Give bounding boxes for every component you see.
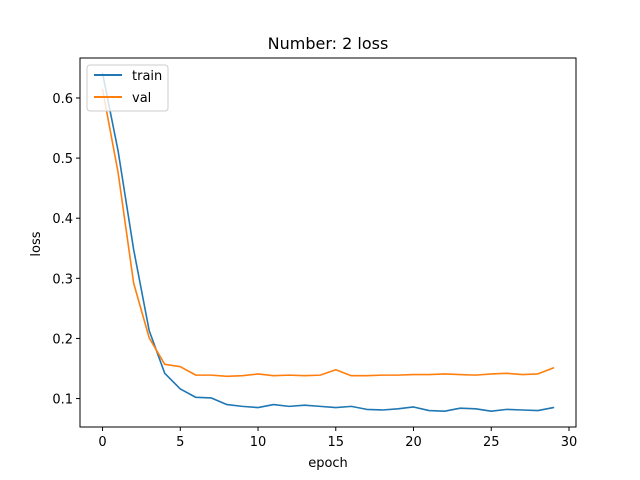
x-tick-label: 20	[405, 435, 422, 450]
x-tick-label: 15	[328, 435, 345, 450]
plot-frame	[79, 57, 577, 428]
x-tick-label: 5	[176, 435, 184, 450]
x-tick-label: 10	[250, 435, 267, 450]
series-line-train	[101, 72, 555, 412]
plot-series	[101, 72, 555, 412]
series-line-val	[101, 88, 555, 378]
y-tick-label: 0.1	[52, 393, 73, 408]
x-tick-label: 25	[483, 435, 500, 450]
legend: train val	[86, 64, 169, 112]
y-tick-label: 0.3	[52, 272, 73, 287]
x-tick-label: 0	[98, 435, 106, 450]
y-tick-label: 0.2	[52, 332, 73, 347]
legend-label-train: train	[132, 69, 162, 84]
legend-label-val: val	[132, 91, 151, 106]
y-tick-label: 0.6	[52, 92, 73, 107]
x-axis-label: epoch	[308, 456, 348, 471]
chart-title: Number: 2 loss	[268, 34, 389, 53]
y-axis-label: loss	[29, 231, 44, 256]
y-tick-label: 0.4	[52, 212, 73, 227]
axis-ticks: 0 5 10 15 20 25 30 0.1 0.2 0.3 0.4 0.5 0.6	[52, 92, 577, 450]
legend-box	[86, 64, 169, 112]
x-tick-label: 30	[561, 435, 578, 450]
y-tick-label: 0.5	[52, 152, 73, 167]
